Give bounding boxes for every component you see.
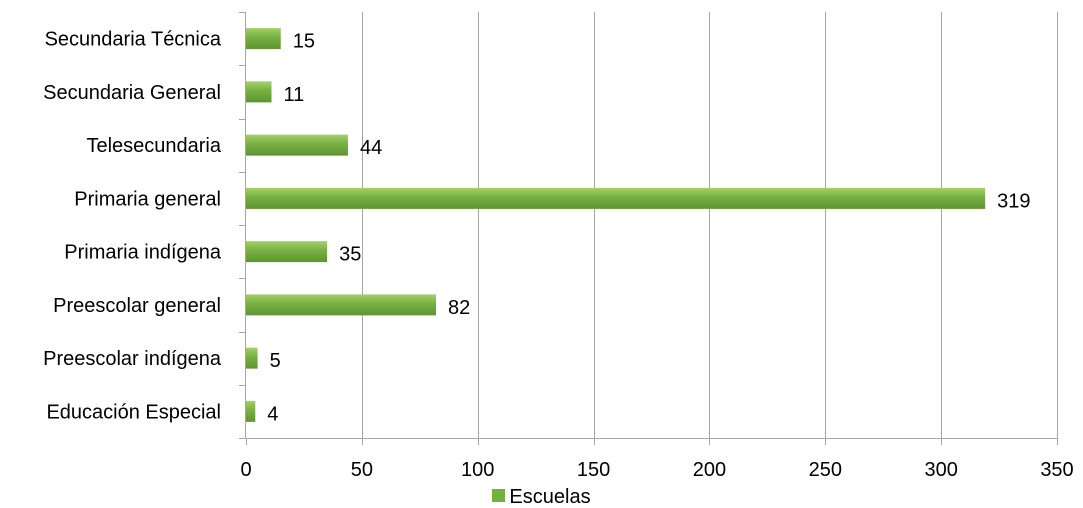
x-tick-label: 350 [1040, 459, 1073, 480]
bar [246, 134, 348, 156]
data-label: 82 [448, 297, 470, 319]
chart-canvas: 0 50 100 150 200 250 300 350 Secundaria Técnica 1… [43, 12, 1074, 481]
category-label: Educación Especial [46, 401, 221, 423]
legend-label: Escuelas [509, 486, 591, 508]
category-label: Primaria indígena [64, 242, 222, 264]
bar [246, 294, 437, 316]
legend: Escuelas [0, 486, 1083, 508]
x-tick-label: 300 [924, 459, 957, 480]
bar [246, 81, 272, 103]
x-tick-label: 100 [461, 459, 494, 480]
data-label: 44 [360, 137, 382, 159]
bar [246, 241, 328, 263]
data-label: 35 [339, 244, 361, 266]
x-tick-label: 150 [577, 459, 610, 480]
category-label: Secundaria General [43, 82, 221, 104]
x-tick-label: 250 [809, 459, 842, 480]
bar [246, 187, 986, 209]
category-label: Preescolar general [53, 295, 221, 317]
bar [246, 28, 281, 50]
category-label: Primaria general [74, 188, 221, 210]
data-label: 5 [270, 350, 281, 372]
category-label: Secundaria Técnica [45, 29, 222, 51]
data-label: 15 [293, 31, 315, 53]
data-label: 11 [283, 84, 304, 106]
x-tick-label: 0 [240, 459, 251, 480]
legend-swatch [492, 489, 506, 503]
bar [246, 347, 258, 369]
data-label: 319 [997, 190, 1030, 212]
category-label: Telesecundaria [86, 135, 221, 157]
category-label: Preescolar indígena [43, 348, 222, 370]
data-label: 4 [267, 403, 278, 425]
x-tick-label: 50 [351, 459, 373, 480]
bar [246, 400, 256, 422]
x-tick-label: 200 [693, 459, 726, 480]
